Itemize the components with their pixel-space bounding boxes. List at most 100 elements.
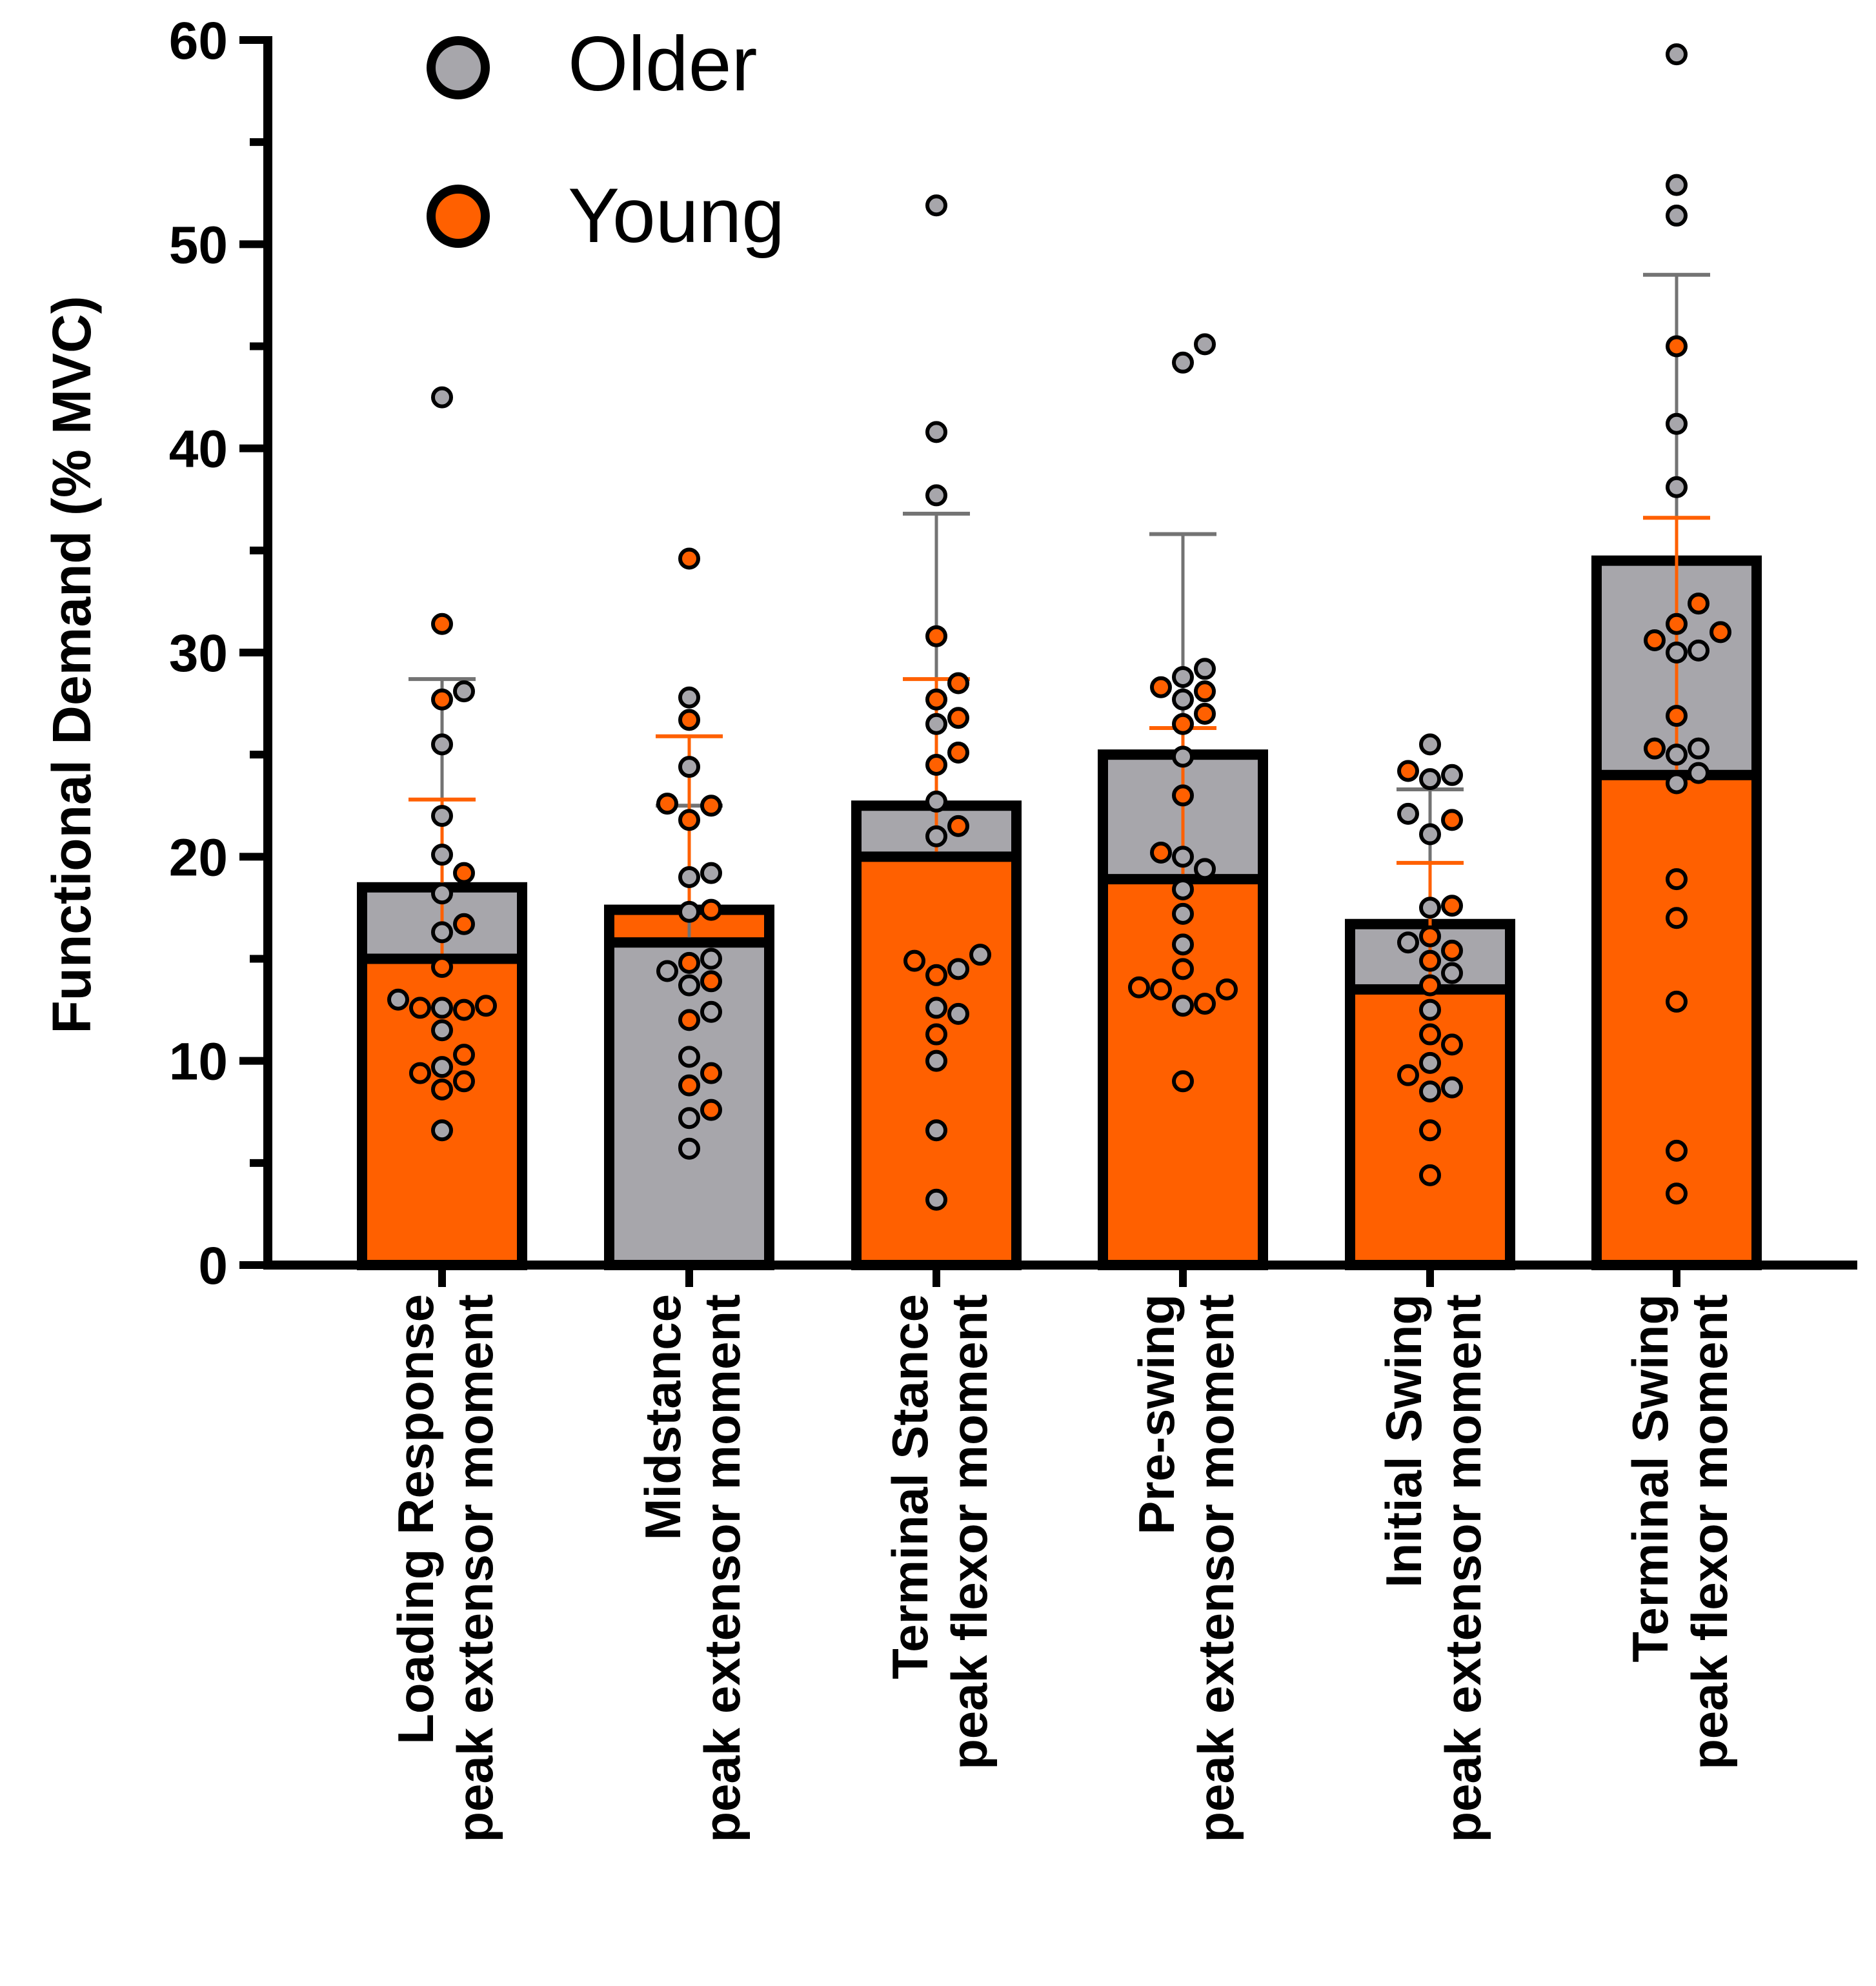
- data-point-older: [1666, 174, 1688, 196]
- data-point-older: [387, 988, 409, 1011]
- category-label-line2: peak flexor moment: [941, 1294, 998, 1770]
- category-label-line2: peak extensor moment: [1435, 1294, 1491, 1843]
- data-point-older: [431, 997, 453, 1019]
- data-point-young: [453, 1070, 475, 1093]
- data-point-older: [431, 1019, 453, 1042]
- data-point-older: [1419, 1051, 1441, 1074]
- data-point-older: [1172, 846, 1194, 868]
- data-point-young: [1397, 760, 1419, 782]
- data-point-older: [925, 194, 947, 217]
- data-point-older: [1172, 902, 1194, 925]
- data-point-older: [925, 1188, 947, 1211]
- data-points: [387, 43, 1731, 1211]
- data-point-older: [453, 680, 475, 703]
- data-point-young: [1397, 1064, 1419, 1086]
- data-point-older: [1172, 351, 1194, 374]
- data-point-young: [1172, 784, 1194, 807]
- data-point-young: [1666, 1139, 1688, 1162]
- y-tick-label: 60: [169, 12, 228, 70]
- data-point-older: [1666, 205, 1688, 227]
- data-point-young: [947, 707, 969, 729]
- data-point-young: [678, 709, 700, 731]
- data-point-older: [678, 686, 700, 709]
- data-point-older: [431, 921, 453, 944]
- legend: Older Young: [427, 21, 785, 259]
- y-axis: 0 10 20 30 40 50 60: [169, 12, 272, 1295]
- data-point-older: [678, 1046, 700, 1068]
- data-point-older: [1688, 639, 1710, 662]
- data-point-older: [925, 484, 947, 507]
- data-point-young: [947, 742, 969, 764]
- data-point-older: [678, 974, 700, 997]
- data-point-young: [453, 862, 475, 884]
- data-point-young: [925, 688, 947, 711]
- data-point-young: [700, 1099, 722, 1121]
- data-point-young: [1666, 705, 1688, 727]
- data-point-older: [1441, 764, 1463, 786]
- data-point-older: [1172, 745, 1194, 768]
- y-tick-label: 40: [169, 420, 228, 479]
- data-point-young: [1644, 737, 1666, 760]
- y-tick-label: 50: [169, 216, 228, 274]
- data-point-young: [1172, 713, 1194, 735]
- data-point-older: [700, 947, 722, 970]
- legend-young-marker: [427, 185, 490, 248]
- data-point-older: [678, 866, 700, 888]
- y-tick-label: 30: [169, 624, 228, 683]
- data-point-young: [409, 997, 431, 1019]
- data-point-older: [431, 805, 453, 827]
- data-point-older: [700, 1000, 722, 1023]
- category-label-line1: Midstance: [634, 1294, 691, 1540]
- data-point-young: [1666, 613, 1688, 635]
- data-point-older: [431, 386, 453, 409]
- data-point-young: [1150, 978, 1172, 1000]
- data-point-young: [1216, 978, 1238, 1000]
- data-point-young: [1666, 868, 1688, 891]
- data-point-older: [431, 733, 453, 756]
- data-point-older: [431, 844, 453, 866]
- data-point-young: [1710, 621, 1731, 643]
- data-point-young: [925, 1023, 947, 1046]
- category-label-line2: peak extensor moment: [447, 1294, 503, 1843]
- data-point-older: [1397, 802, 1419, 825]
- data-point-young: [1441, 809, 1463, 831]
- data-point-young: [431, 1078, 453, 1100]
- data-point-young: [1172, 958, 1194, 980]
- data-point-older: [1397, 931, 1419, 954]
- data-point-young: [700, 970, 722, 993]
- data-point-young: [1666, 907, 1688, 929]
- data-point-young: [475, 995, 497, 1017]
- data-point-older: [431, 1056, 453, 1079]
- data-point-young: [1150, 676, 1172, 698]
- data-point-older: [1419, 1080, 1441, 1103]
- data-point-older: [925, 713, 947, 735]
- data-point-young: [431, 688, 453, 711]
- data-point-young: [1194, 702, 1216, 725]
- data-point-older: [1666, 412, 1688, 435]
- bars: [357, 555, 1762, 1271]
- data-point-young: [656, 793, 678, 815]
- data-point-older: [969, 944, 991, 966]
- data-point-young: [925, 753, 947, 776]
- data-point-older: [925, 997, 947, 1019]
- data-point-older: [947, 1002, 969, 1025]
- data-point-young: [1441, 1033, 1463, 1056]
- data-point-older: [1194, 333, 1216, 356]
- data-point-young: [700, 898, 722, 921]
- data-point-young: [1419, 949, 1441, 972]
- data-point-young: [453, 998, 475, 1021]
- data-point-older: [1194, 858, 1216, 880]
- data-point-older: [1172, 995, 1194, 1017]
- x-axis: [263, 1261, 1857, 1287]
- y-tick-label: 10: [169, 1033, 228, 1091]
- data-point-older: [656, 960, 678, 982]
- data-point-older: [925, 825, 947, 847]
- data-point-young: [947, 672, 969, 694]
- data-point-older: [1419, 733, 1441, 756]
- category-label-line1: Initial Swing: [1375, 1294, 1432, 1588]
- data-point-older: [925, 421, 947, 443]
- data-point-young: [678, 1074, 700, 1097]
- data-point-young: [678, 1009, 700, 1031]
- data-point-young: [1666, 335, 1688, 358]
